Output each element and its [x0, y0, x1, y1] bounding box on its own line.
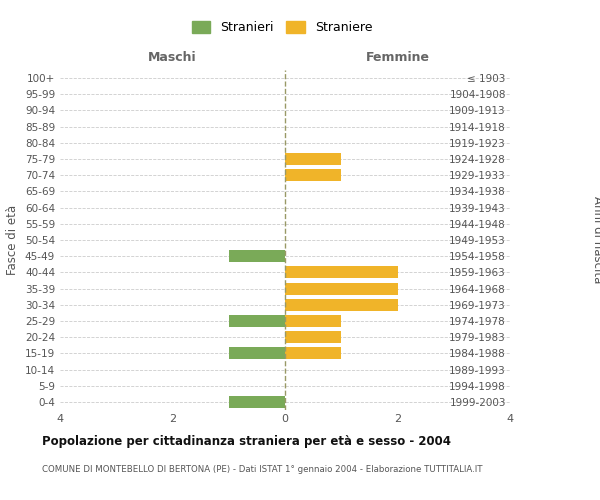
Text: Popolazione per cittadinanza straniera per età e sesso - 2004: Popolazione per cittadinanza straniera p… [42, 435, 451, 448]
Bar [285, 298, 398, 311]
Text: Anni di nascita: Anni di nascita [590, 196, 600, 284]
Text: Maschi: Maschi [148, 52, 197, 64]
Legend: Stranieri, Straniere: Stranieri, Straniere [187, 16, 377, 40]
Bar [285, 169, 341, 181]
Text: COMUNE DI MONTEBELLO DI BERTONA (PE) - Dati ISTAT 1° gennaio 2004 - Elaborazione: COMUNE DI MONTEBELLO DI BERTONA (PE) - D… [42, 465, 482, 474]
Y-axis label: Fasce di età: Fasce di età [7, 205, 19, 275]
Bar [229, 348, 285, 360]
Bar [285, 331, 341, 343]
Bar [229, 315, 285, 327]
Bar [285, 348, 341, 360]
Bar [285, 282, 398, 294]
Bar [229, 250, 285, 262]
Bar [229, 396, 285, 408]
Bar [285, 153, 341, 165]
Text: Femmine: Femmine [365, 52, 430, 64]
Bar [285, 266, 398, 278]
Bar [285, 315, 341, 327]
